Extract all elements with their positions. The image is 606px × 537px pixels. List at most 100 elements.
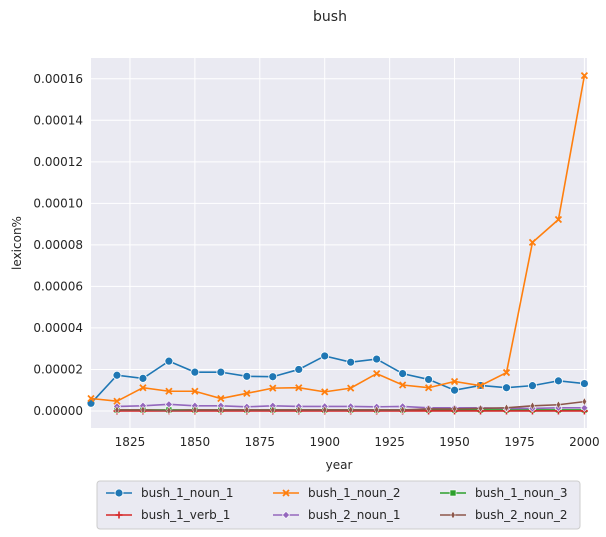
data-point	[243, 389, 251, 397]
data-point	[242, 371, 252, 381]
data-point	[502, 383, 511, 393]
grid	[91, 58, 587, 428]
data-point	[348, 405, 354, 415]
data-point	[244, 405, 250, 415]
data-point	[216, 367, 226, 377]
y-axis-ticks: 0.00000 0.00002 0.00004 0.00006 0.00008 0.000…	[33, 72, 83, 418]
x-tick-label: 2000	[569, 435, 600, 449]
data-point	[373, 369, 381, 378]
data-point	[555, 400, 561, 410]
series-bush_2_noun_2	[114, 397, 587, 415]
data-point	[398, 381, 407, 389]
data-point	[217, 394, 225, 403]
legend: bush_1_noun_1 bush_1_noun_2 bush_1_noun_3b…	[96, 480, 581, 530]
legend-label: bush_2_noun_1	[308, 508, 401, 522]
x-tick-label: 1925	[374, 435, 405, 449]
series-line	[90, 75, 586, 403]
legend-marker	[281, 510, 291, 520]
legend-label: bush_1_noun_3	[475, 486, 568, 500]
data-point	[138, 373, 148, 383]
data-point	[321, 388, 329, 396]
data-point	[478, 404, 484, 413]
y-tick-label: 0.00016	[33, 72, 83, 86]
legend-item: bush_2_noun_2	[440, 508, 568, 522]
data-point	[269, 384, 277, 392]
data-point	[140, 405, 146, 415]
data-point	[346, 357, 356, 367]
data-point	[400, 405, 406, 415]
data-point	[580, 72, 589, 80]
x-tick-label: 1875	[245, 435, 276, 449]
data-point	[528, 381, 537, 391]
data-point	[580, 403, 589, 412]
data-point	[554, 376, 563, 386]
data-point	[139, 384, 147, 392]
data-point	[450, 377, 459, 386]
y-tick-label: 0.00010	[33, 196, 83, 210]
legend-item: bush_1_noun_3	[440, 486, 568, 500]
data-point	[218, 405, 224, 415]
y-tick-label: 0.00008	[33, 238, 83, 252]
data-point	[504, 403, 509, 413]
x-tick-label: 1900	[309, 435, 340, 449]
legend-marker	[449, 489, 457, 497]
data-point	[270, 405, 276, 415]
data-point	[476, 382, 485, 390]
data-point	[295, 384, 303, 392]
legend-label: bush_1_noun_2	[308, 486, 401, 500]
y-tick-label: 0.00002	[33, 362, 83, 376]
data-point	[528, 238, 537, 247]
data-point	[191, 387, 199, 395]
data-point	[166, 406, 172, 415]
legend-label: bush_1_noun_1	[141, 486, 234, 500]
data-point	[452, 404, 458, 414]
data-point	[580, 379, 589, 388]
data-point	[87, 394, 95, 403]
plot-area	[91, 58, 587, 428]
data-point	[320, 351, 330, 361]
y-tick-label: 0.00006	[33, 279, 83, 293]
data-point	[426, 404, 432, 414]
y-tick-label: 0.00000	[33, 404, 83, 418]
x-tick-label: 1825	[115, 435, 146, 449]
x-tick-label: 1950	[439, 435, 470, 449]
y-tick-label: 0.00004	[33, 321, 83, 335]
data-point	[112, 370, 122, 380]
legend-item: bush_1_verb_1	[106, 508, 230, 522]
legend-marker	[450, 510, 456, 520]
data-point	[554, 215, 563, 224]
data-point	[450, 385, 459, 395]
y-axis-label: lexicon%	[10, 216, 24, 270]
x-axis-label: year	[326, 458, 353, 472]
data-point	[502, 368, 511, 377]
data-point	[398, 369, 408, 379]
legend-marker	[114, 488, 124, 498]
data-point	[114, 405, 120, 415]
data-point	[164, 356, 174, 366]
y-tick-label: 0.00014	[33, 113, 83, 127]
data-point	[165, 387, 173, 395]
x-tick-label: 1850	[180, 435, 211, 449]
series-group	[86, 72, 589, 415]
x-axis-ticks: 1825 1850 1875 1900 1925 1950 1975 2000	[115, 435, 600, 449]
chart-title: bush	[313, 9, 347, 25]
legend-item: bush_1_noun_1	[106, 486, 234, 500]
data-point	[424, 375, 433, 384]
data-point	[581, 397, 587, 406]
data-point	[424, 384, 433, 392]
data-point	[529, 401, 535, 411]
legend-marker	[282, 489, 290, 497]
legend-item: bush_1_noun_2	[273, 486, 401, 500]
data-point	[294, 365, 304, 374]
legend-label: bush_2_noun_2	[475, 508, 568, 522]
data-point	[192, 405, 198, 415]
data-point	[347, 384, 355, 392]
series-bush_1_noun_1	[86, 351, 589, 408]
data-point	[372, 354, 382, 364]
x-tick-label: 1975	[504, 435, 535, 449]
data-point	[322, 405, 328, 415]
data-point	[113, 397, 121, 405]
y-tick-label: 0.00012	[33, 155, 83, 169]
legend-item: bush_2_noun_1	[273, 508, 401, 522]
